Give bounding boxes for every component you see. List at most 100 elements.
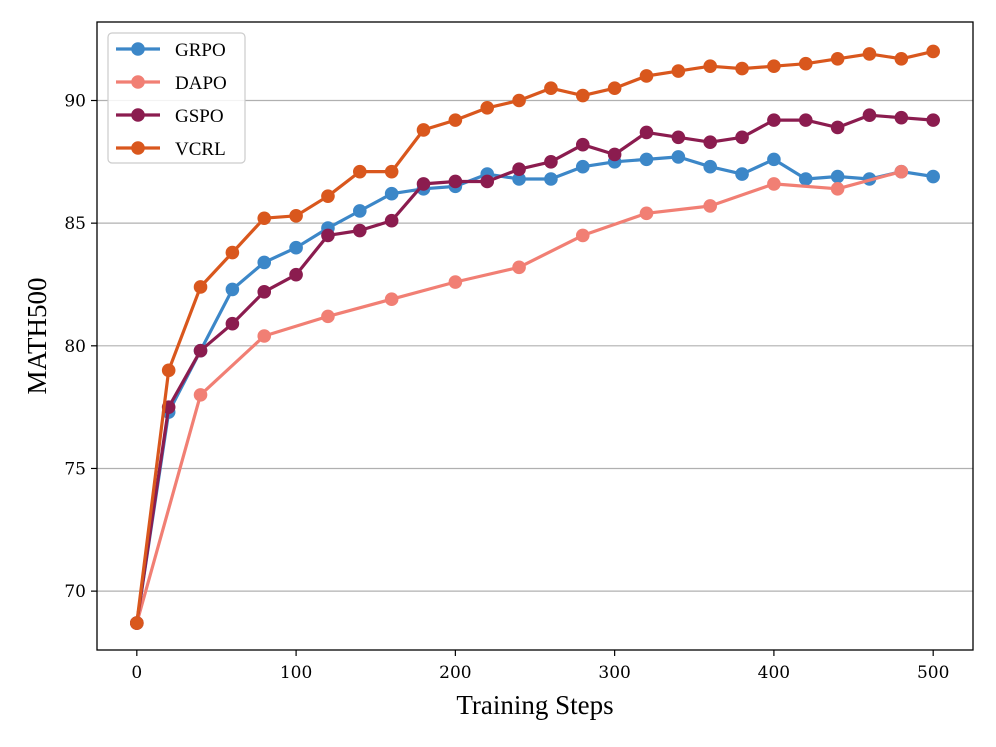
data-point-grpo bbox=[926, 169, 940, 184]
data-point-gspo bbox=[289, 267, 303, 282]
data-point-vcrl bbox=[480, 101, 495, 115]
data-point-vcrl bbox=[926, 44, 940, 59]
data-point-vcrl bbox=[544, 81, 558, 96]
series-line-dapo bbox=[135, 170, 903, 625]
legend-marker-gspo bbox=[131, 108, 145, 122]
data-point-gspo bbox=[193, 343, 208, 358]
series-layer bbox=[130, 44, 940, 630]
y-tick-label: 75 bbox=[64, 459, 86, 479]
data-point-vcrl bbox=[512, 93, 526, 108]
plot-frame bbox=[96, 21, 974, 651]
data-point-dapo bbox=[830, 182, 845, 196]
legend-box bbox=[107, 32, 246, 164]
data-point-grpo bbox=[767, 152, 781, 167]
x-tick-label: 200 bbox=[439, 663, 471, 683]
y-tick-label: 80 bbox=[64, 337, 86, 357]
legend-entry-gspo: GSPO bbox=[116, 106, 224, 127]
data-point-gspo bbox=[257, 285, 272, 299]
series-line-gspo bbox=[135, 113, 935, 625]
y-tick-label: 90 bbox=[64, 92, 86, 112]
data-point-dapo bbox=[193, 388, 208, 402]
data-point-vcrl bbox=[193, 280, 208, 294]
data-point-grpo bbox=[735, 167, 749, 181]
data-point-gspo bbox=[575, 137, 590, 152]
legend-entry-grpo: GRPO bbox=[116, 40, 226, 61]
x-tick-label: 0 bbox=[131, 663, 142, 683]
data-point-gspo bbox=[798, 113, 813, 127]
legend-label-dapo: DAPO bbox=[175, 73, 227, 94]
data-point-grpo bbox=[544, 172, 558, 186]
data-point-gspo bbox=[416, 177, 431, 191]
data-point-grpo bbox=[512, 172, 526, 186]
data-point-vcrl bbox=[767, 59, 781, 73]
data-point-gspo bbox=[894, 110, 909, 125]
data-point-grpo bbox=[257, 255, 272, 270]
x-tick-label: 400 bbox=[758, 663, 790, 683]
data-point-dapo bbox=[448, 275, 463, 289]
data-point-grpo bbox=[703, 159, 717, 174]
data-point-grpo bbox=[289, 240, 303, 255]
data-point-vcrl bbox=[448, 113, 463, 127]
data-point-vcrl bbox=[607, 81, 622, 96]
data-point-gspo bbox=[767, 113, 781, 127]
data-point-dapo bbox=[384, 292, 399, 307]
y-tick-label: 70 bbox=[64, 582, 86, 602]
series-grpo bbox=[130, 150, 940, 630]
series-dapo bbox=[130, 164, 909, 630]
x-tick-label: 300 bbox=[598, 663, 630, 683]
legend-marker-vcrl bbox=[131, 141, 145, 155]
series-line-vcrl bbox=[135, 49, 935, 625]
data-point-gspo bbox=[384, 213, 399, 228]
data-point-gspo bbox=[448, 174, 463, 189]
data-point-vcrl bbox=[225, 245, 240, 260]
data-point-grpo bbox=[225, 282, 240, 297]
data-point-gspo bbox=[639, 125, 654, 140]
legend: GRPO DAPO GSPO VCRL bbox=[107, 32, 246, 164]
data-point-gspo bbox=[353, 223, 367, 238]
legend-entry-vcrl: VCRL bbox=[116, 139, 226, 160]
data-point-gspo bbox=[321, 228, 335, 243]
y-axis-title: MATH500 bbox=[22, 277, 52, 394]
data-point-gspo bbox=[735, 130, 749, 145]
data-point-vcrl bbox=[735, 61, 749, 76]
data-point-dapo bbox=[512, 260, 526, 275]
data-point-dapo bbox=[257, 329, 272, 343]
x-tick-label: 500 bbox=[917, 663, 949, 683]
data-point-vcrl bbox=[130, 616, 144, 630]
data-point-dapo bbox=[703, 199, 717, 213]
data-point-gspo bbox=[544, 155, 558, 169]
data-point-dapo bbox=[321, 309, 335, 324]
data-point-vcrl bbox=[671, 64, 686, 78]
x-tick-label: 100 bbox=[280, 663, 312, 683]
data-point-grpo bbox=[671, 150, 686, 164]
data-point-grpo bbox=[575, 159, 590, 174]
data-point-dapo bbox=[575, 228, 590, 243]
data-point-dapo bbox=[894, 164, 909, 179]
data-point-vcrl bbox=[353, 164, 367, 179]
data-point-gspo bbox=[607, 147, 622, 162]
legend-label-vcrl: VCRL bbox=[175, 139, 226, 160]
x-axis-title: Training Steps bbox=[456, 690, 613, 720]
data-point-vcrl bbox=[830, 51, 845, 66]
data-point-gspo bbox=[480, 174, 495, 189]
data-point-vcrl bbox=[416, 123, 431, 137]
data-point-grpo bbox=[830, 169, 845, 184]
data-point-grpo bbox=[353, 204, 367, 218]
data-point-gspo bbox=[225, 316, 240, 331]
data-point-vcrl bbox=[639, 69, 654, 83]
data-point-vcrl bbox=[894, 51, 909, 66]
legend-marker-grpo bbox=[131, 42, 145, 56]
y-tick-label: 85 bbox=[64, 214, 86, 234]
data-point-vcrl bbox=[575, 88, 590, 103]
legend-entry-dapo: DAPO bbox=[116, 73, 227, 94]
data-point-vcrl bbox=[161, 363, 176, 378]
data-point-gspo bbox=[671, 130, 686, 145]
series-gspo bbox=[130, 108, 940, 630]
data-point-grpo bbox=[384, 186, 399, 201]
data-point-vcrl bbox=[384, 164, 399, 179]
data-point-grpo bbox=[639, 152, 654, 167]
data-point-vcrl bbox=[321, 189, 335, 203]
data-point-vcrl bbox=[798, 56, 813, 71]
legend-label-grpo: GRPO bbox=[175, 40, 226, 61]
